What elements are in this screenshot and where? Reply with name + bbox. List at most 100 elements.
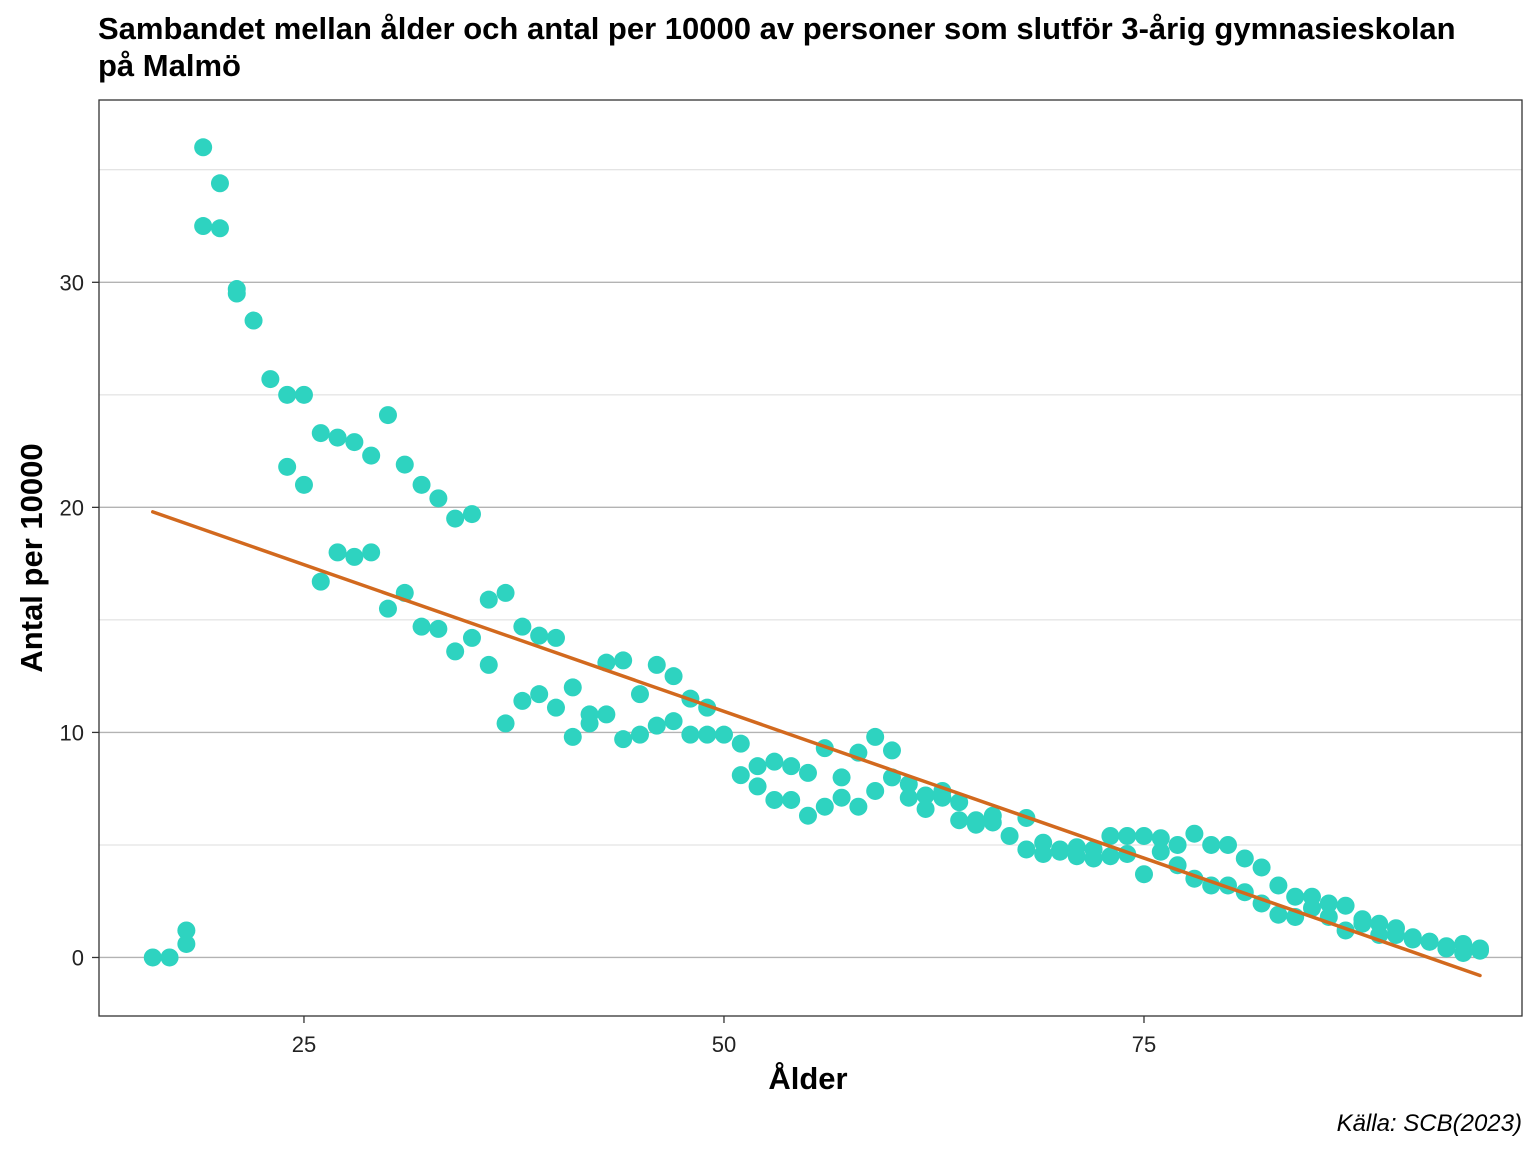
data-point (1470, 941, 1489, 960)
data-point (479, 655, 498, 674)
data-point (1235, 849, 1254, 868)
data-point (647, 716, 666, 735)
data-point (395, 455, 414, 474)
data-point (278, 385, 297, 404)
data-point (664, 712, 683, 731)
y-tick-label: 0 (72, 945, 84, 970)
data-point (614, 730, 633, 749)
data-point (328, 428, 347, 447)
data-point (345, 547, 364, 566)
data-point (1101, 826, 1120, 845)
data-point (798, 763, 817, 782)
data-point (832, 768, 851, 787)
data-point (345, 433, 364, 452)
data-point (1084, 849, 1103, 868)
data-point (194, 217, 213, 236)
data-point (1134, 826, 1153, 845)
data-point (1386, 925, 1405, 944)
data-point (1000, 826, 1019, 845)
data-point (143, 948, 162, 967)
data-point (513, 617, 532, 636)
data-point (849, 797, 868, 816)
data-point (614, 651, 633, 670)
data-point (748, 777, 767, 796)
data-point (328, 543, 347, 562)
data-point (1454, 943, 1473, 962)
data-point (1134, 865, 1153, 884)
y-tick-label: 30 (60, 270, 84, 295)
data-point (1286, 887, 1305, 906)
data-point (597, 705, 616, 724)
data-point (1252, 858, 1271, 877)
data-point (1202, 835, 1221, 854)
data-point (714, 725, 733, 744)
x-axis-ticks: 25 50 75 (292, 1016, 1156, 1057)
data-point (1269, 876, 1288, 895)
x-tick-label: 50 (712, 1032, 736, 1057)
data-point (1151, 842, 1170, 861)
data-point (160, 948, 179, 967)
data-point (563, 678, 582, 697)
major-gridlines (99, 281, 1522, 959)
data-point (1302, 898, 1321, 917)
y-axis-ticks: 0 10 20 30 (60, 270, 99, 970)
data-point (546, 628, 565, 647)
data-point (462, 628, 481, 647)
data-point (1118, 826, 1137, 845)
data-point (950, 811, 969, 830)
data-point (630, 685, 649, 704)
data-point (412, 475, 431, 494)
data-point (1269, 905, 1288, 924)
y-axis-title: Antal per 10000 (14, 443, 49, 672)
data-point (1437, 939, 1456, 958)
data-point (210, 219, 229, 238)
data-point (546, 698, 565, 717)
data-point (899, 775, 918, 794)
data-point (244, 311, 263, 330)
data-point (378, 406, 397, 425)
data-point (294, 385, 313, 404)
data-point (1336, 896, 1355, 915)
data-point (731, 766, 750, 785)
data-point (294, 475, 313, 494)
data-point (496, 714, 515, 733)
data-point (563, 727, 582, 746)
data-point (446, 642, 465, 661)
data-point (513, 691, 532, 710)
minor-gridlines (99, 169, 1522, 846)
data-point (1050, 842, 1069, 861)
data-point (311, 572, 330, 591)
data-point (1185, 824, 1204, 843)
source-caption: Källa: SCB(2023) (1336, 1110, 1522, 1137)
data-point (647, 655, 666, 674)
data-point (261, 370, 280, 389)
data-point (446, 509, 465, 528)
data-point (580, 714, 599, 733)
x-tick-label: 25 (292, 1032, 316, 1057)
data-point (462, 505, 481, 524)
data-point (966, 815, 985, 834)
data-point (1218, 835, 1237, 854)
y-tick-label: 20 (60, 495, 84, 520)
data-point (731, 734, 750, 753)
data-point (899, 788, 918, 807)
data-point (530, 626, 549, 645)
data-point (866, 727, 885, 746)
data-point (815, 797, 834, 816)
data-point (362, 446, 381, 465)
data-point (664, 667, 683, 686)
data-point (1353, 914, 1372, 933)
data-point (429, 489, 448, 508)
data-point (210, 174, 229, 193)
data-point (916, 786, 935, 805)
data-point (681, 725, 700, 744)
data-point (278, 457, 297, 476)
data-point (1034, 844, 1053, 863)
data-point (378, 599, 397, 618)
data-point (1168, 835, 1187, 854)
data-point (1017, 840, 1036, 859)
data-point (882, 741, 901, 760)
data-point (1151, 829, 1170, 848)
data-point (1101, 847, 1120, 866)
